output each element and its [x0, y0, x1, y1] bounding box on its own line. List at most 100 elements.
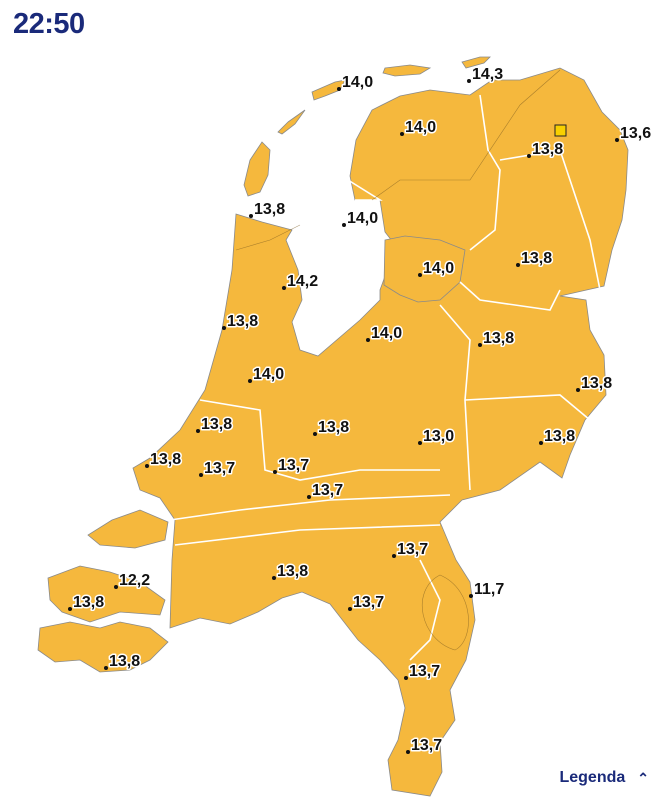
station-dot [469, 594, 473, 598]
temperature-value: 13,7 [278, 457, 309, 474]
station-dot [418, 441, 422, 445]
temperature-value: 13,7 [204, 460, 235, 477]
temperature-value: 13,6 [620, 125, 651, 142]
temperature-label: 12,2 [114, 571, 152, 591]
chevron-up-icon: ⌃ [637, 769, 649, 786]
station-marker[interactable] [554, 124, 567, 137]
temperature-label: 13,8 [68, 593, 106, 613]
station-dot [68, 607, 72, 611]
station-dot [249, 214, 253, 218]
temperature-label: 13,8 [539, 427, 577, 447]
temperature-value: 14,0 [371, 325, 402, 342]
temperature-label: 14,0 [400, 118, 438, 138]
station-dot [392, 554, 396, 558]
temperature-value: 13,8 [109, 653, 140, 670]
temperature-label: 13,8 [104, 652, 142, 672]
temperature-value: 14,0 [253, 366, 284, 383]
texel [243, 141, 271, 197]
temperature-label: 13,8 [272, 562, 310, 582]
temperature-label: 13,8 [527, 140, 565, 160]
temperature-label: 14,0 [342, 209, 380, 229]
station-dot [114, 585, 118, 589]
temperature-label: 13,8 [576, 374, 614, 394]
temperature-value: 14,2 [287, 273, 318, 290]
station-dot [199, 473, 203, 477]
temperature-label: 13,7 [406, 736, 444, 756]
zeeuws-vlaanderen [37, 621, 169, 673]
temperature-value: 13,8 [227, 313, 258, 330]
temperature-value: 14,0 [405, 119, 436, 136]
mainland [132, 67, 629, 797]
temperature-value: 13,8 [73, 594, 104, 611]
temperature-value: 13,8 [532, 141, 563, 158]
temperature-label: 13,7 [404, 662, 442, 682]
legend-label: Legenda [559, 769, 626, 786]
station-dot [196, 429, 200, 433]
temperature-label: 14,0 [248, 365, 286, 385]
station-dot [248, 379, 252, 383]
zeeland-islands-middle [47, 565, 166, 623]
station-dot [282, 286, 286, 290]
station-dot [222, 326, 226, 330]
temperature-label: 14,0 [366, 324, 404, 344]
temperature-label: 14,0 [337, 73, 375, 93]
station-dot [337, 87, 341, 91]
temperature-value: 13,8 [581, 375, 612, 392]
station-dot [307, 495, 311, 499]
temperature-value: 14,0 [342, 74, 373, 91]
temperature-value: 14,0 [347, 210, 378, 227]
temperature-value: 13,8 [483, 330, 514, 347]
temperature-value: 13,8 [277, 563, 308, 580]
station-dot [615, 138, 619, 142]
temperature-value: 14,0 [423, 260, 454, 277]
temperature-label: 13,7 [307, 481, 345, 501]
station-dot [366, 338, 370, 342]
temperature-label: 13,8 [196, 415, 234, 435]
zeeland-islands-north [87, 509, 169, 549]
station-dot [145, 464, 149, 468]
temperature-label: 14,0 [418, 259, 456, 279]
schiermonnikoog [461, 56, 491, 69]
temperature-value: 13,8 [521, 250, 552, 267]
station-dot [467, 79, 471, 83]
temperature-label: 13,6 [615, 124, 653, 144]
temperature-value: 13,8 [201, 416, 232, 433]
station-dot [406, 750, 410, 754]
station-dot [539, 441, 543, 445]
legend-toggle-button[interactable]: Legenda ⌃ [559, 769, 649, 787]
station-dot [272, 576, 276, 580]
temperature-value: 13,8 [544, 428, 575, 445]
temperature-label: 13,8 [222, 312, 260, 332]
station-dot [527, 154, 531, 158]
station-dot [404, 676, 408, 680]
temperature-value: 13,8 [150, 451, 181, 468]
temperature-value: 13,8 [318, 419, 349, 436]
temperature-value: 13,0 [423, 428, 454, 445]
temperature-labels: 14,0 14,3 14,0 13,8 13,6 13,8 14,0 14,0 13,8 14,2… [68, 65, 653, 756]
temperature-label: 13,7 [392, 540, 430, 560]
station-dot [273, 470, 277, 474]
station-dot [400, 132, 404, 136]
station-dot [313, 432, 317, 436]
temperature-value: 13,7 [411, 737, 442, 754]
temperature-label: 14,3 [467, 65, 505, 85]
temperature-value: 13,7 [353, 594, 384, 611]
ameland [382, 64, 432, 77]
temperature-label: 11,7 [469, 580, 506, 600]
temperature-label: 13,7 [199, 459, 237, 479]
land [37, 56, 629, 797]
station-dot [342, 223, 346, 227]
isotherms [235, 69, 561, 651]
temperature-value: 13,7 [397, 541, 428, 558]
temperature-label: 13,8 [478, 329, 516, 349]
temperature-value: 13,8 [254, 201, 285, 218]
temperature-label: 13,8 [313, 418, 351, 438]
time-display: 22:50 [13, 8, 85, 40]
station-dot [576, 388, 580, 392]
temperature-value: 12,2 [119, 572, 150, 589]
station-dot [478, 343, 482, 347]
station-dot [418, 273, 422, 277]
temperature-label: 13,8 [516, 249, 554, 269]
temperature-label: 13,7 [273, 456, 311, 476]
